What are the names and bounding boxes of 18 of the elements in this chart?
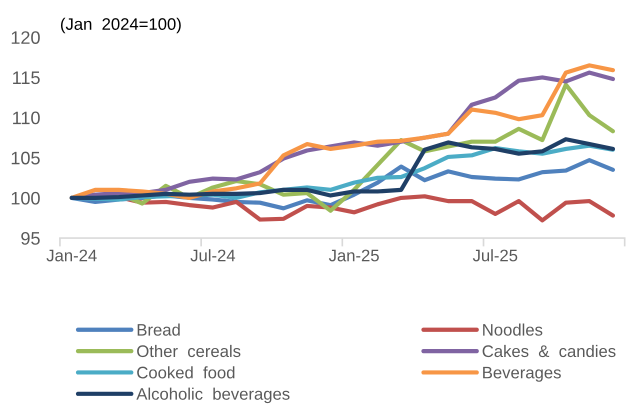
y-tick-label: 95 <box>21 232 40 245</box>
legend-label: Other cereals <box>137 344 240 358</box>
y-tick-label: 105 <box>12 152 40 164</box>
x-tick-label: Jul-25 <box>472 249 518 262</box>
y-axis-title: (Jan 2024=100) <box>60 18 181 34</box>
y-tick-label: 110 <box>13 112 40 124</box>
legend-label: Noodles <box>483 323 542 336</box>
x-tick-label: Jan-25 <box>328 250 379 262</box>
y-tick-label: 115 <box>13 72 40 84</box>
legend-label: Alcoholic beverages <box>136 388 290 404</box>
y-tick-label: 120 <box>12 31 40 44</box>
x-tick-label: Jul-24 <box>190 249 236 262</box>
legend-label: Beverages <box>483 366 561 382</box>
legend-label: Cakes & candies <box>482 344 616 358</box>
y-tick-label: 100 <box>12 192 40 205</box>
legend-label: Cooked food <box>137 366 234 378</box>
x-tick-label: Jan-24 <box>46 250 97 262</box>
legend-label: Bread <box>138 323 180 336</box>
